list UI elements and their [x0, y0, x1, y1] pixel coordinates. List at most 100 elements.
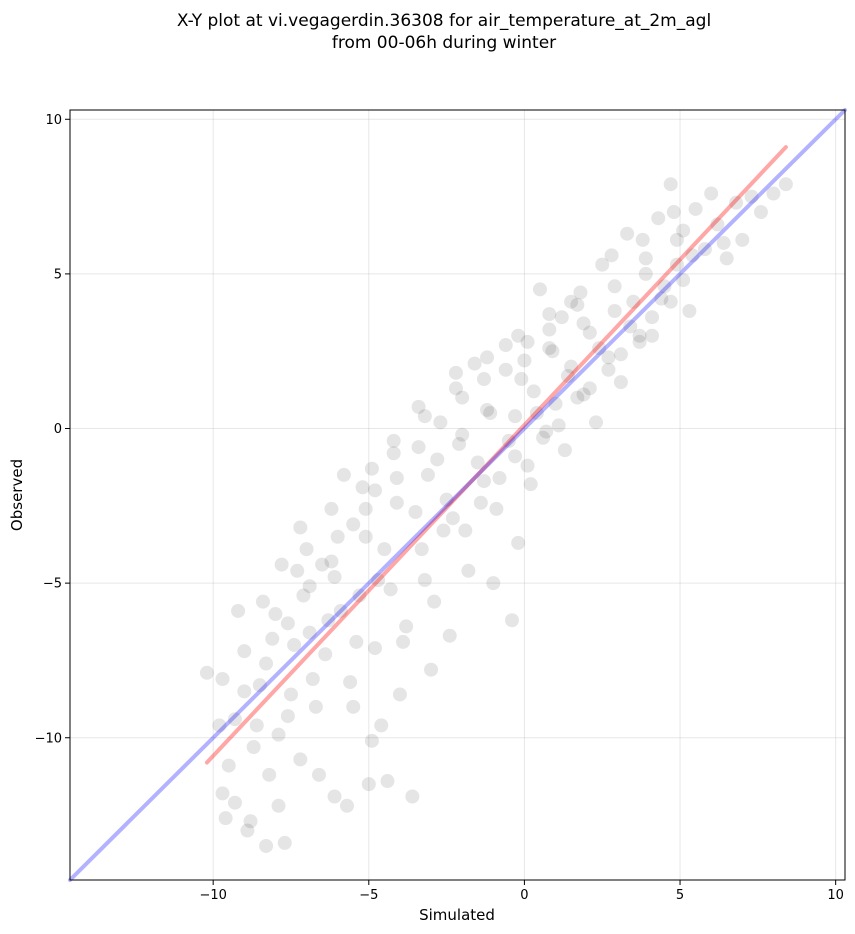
scatter-point [511, 535, 526, 550]
scatter-point [536, 430, 551, 445]
fit-lines [68, 108, 847, 882]
scatter-point [560, 368, 575, 383]
scatter-point [520, 458, 535, 473]
scatter-point [414, 542, 429, 557]
scatter-point [333, 603, 348, 618]
scatter-point [371, 573, 386, 588]
scatter-point [632, 328, 647, 343]
scatter-point [349, 634, 364, 649]
scatter-point [336, 467, 351, 482]
scatter-point [287, 637, 302, 652]
scatter-point [564, 294, 579, 309]
scatter-point [589, 415, 604, 430]
scatter-point [408, 505, 423, 520]
scatter-point [595, 257, 610, 272]
scatter-point [480, 402, 495, 417]
scatter-point [526, 384, 541, 399]
scatter-point [302, 579, 317, 594]
scatter-point [330, 529, 345, 544]
scatter-point [299, 542, 314, 557]
scatter-point [476, 372, 491, 387]
scatter-point [296, 588, 311, 603]
scatter-point [324, 501, 339, 516]
grid [70, 110, 845, 880]
scatter-point [613, 347, 628, 362]
scatter-point [501, 433, 516, 448]
scatter-point [237, 684, 252, 699]
scatter-points [199, 177, 793, 853]
scatter-point [240, 823, 255, 838]
scatter-point [470, 455, 485, 470]
scatter-point [280, 709, 295, 724]
scatter-point [383, 582, 398, 597]
scatter-point [557, 443, 572, 458]
scatter-point [221, 758, 236, 773]
scatter-point [392, 687, 407, 702]
scatter-point [417, 573, 432, 588]
scatter-point [231, 603, 246, 618]
chart-subtitle: from 00-06h during winter [332, 33, 556, 53]
scatter-point [424, 662, 439, 677]
scatter-point [255, 594, 270, 609]
scatter-point [252, 678, 267, 693]
y-tick-label: 10 [45, 113, 62, 128]
scatter-point [498, 338, 513, 353]
scatter-point [448, 365, 463, 380]
scatter-point [458, 523, 473, 538]
scatter-point [539, 424, 554, 439]
x-tick-label: 10 [827, 888, 844, 903]
scatter-point [433, 415, 448, 430]
scatter-point [669, 232, 684, 247]
scatter-point [386, 433, 401, 448]
scatter-point [358, 529, 373, 544]
scatter-point [688, 201, 703, 216]
scatter-point [452, 436, 467, 451]
scatter-point [582, 381, 597, 396]
scatter-point [626, 294, 641, 309]
y-tick-label: −10 [35, 731, 62, 746]
scatter-point [246, 740, 261, 755]
scatter-point [632, 334, 647, 349]
scatter-point [576, 316, 591, 331]
scatter-point [215, 671, 230, 686]
scatter-point [638, 266, 653, 281]
scatter-point [638, 251, 653, 266]
scatter-point [411, 440, 426, 455]
y-axis-label: Observed [8, 459, 26, 531]
scatter-point [327, 789, 342, 804]
scatter-point [346, 517, 361, 532]
y-tick-label: −5 [43, 577, 62, 592]
scatter-point [324, 554, 339, 569]
scatter-point [601, 362, 616, 377]
scatter-point [442, 628, 457, 643]
x-axis-ticks: −10 −5 0 5 10 [199, 880, 844, 903]
scatter-point [542, 322, 557, 337]
scatter-point [735, 232, 750, 247]
scatter-point [514, 372, 529, 387]
scatter-point [623, 319, 638, 334]
scatter-point [212, 718, 227, 733]
scatter-point [340, 798, 355, 813]
scatter-point [368, 483, 383, 498]
y-tick-label: 5 [54, 267, 62, 282]
scatter-point [249, 718, 264, 733]
scatter-point [420, 467, 435, 482]
scatter-point [529, 406, 544, 421]
scatter-point [517, 353, 532, 368]
scatter-point [704, 186, 719, 201]
x-tick-label: −10 [199, 888, 226, 903]
scatter-point [486, 576, 501, 591]
scatter-point [669, 257, 684, 272]
scatter-point [380, 774, 395, 789]
scatter-point [361, 777, 376, 792]
scatter-point [480, 350, 495, 365]
x-tick-label: 0 [520, 888, 528, 903]
scatter-point [364, 733, 379, 748]
scatter-point [271, 727, 286, 742]
scatter-point [445, 511, 460, 526]
scatter-point [396, 634, 411, 649]
scatter-point [719, 251, 734, 266]
scatter-point [651, 211, 666, 226]
scatter-point [268, 607, 283, 622]
scatter-point [352, 588, 367, 603]
